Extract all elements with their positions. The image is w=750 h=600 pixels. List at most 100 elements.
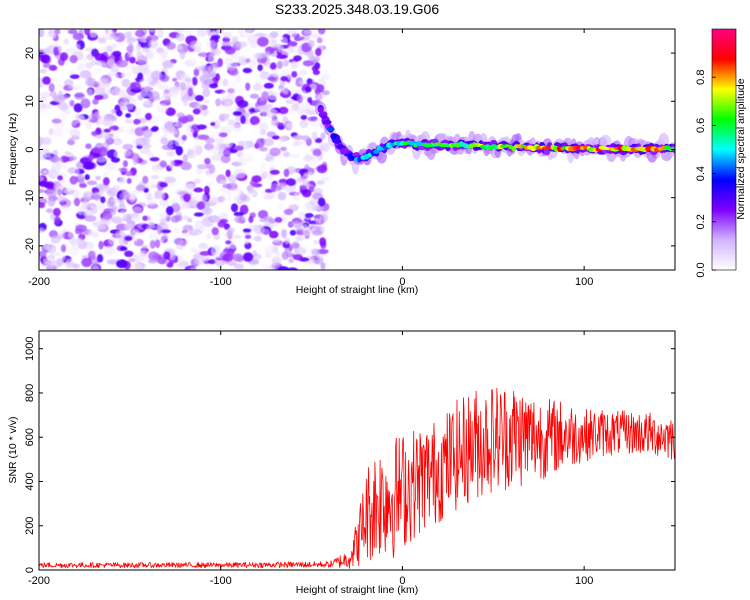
noise-cell: [54, 95, 66, 103]
noise-cell: [199, 251, 212, 256]
noise-cell: [267, 76, 277, 82]
noise-cell: [79, 183, 87, 189]
noise-cell: [94, 94, 104, 101]
noise-cell: [142, 47, 150, 53]
noise-cell: [77, 81, 87, 89]
noise-cell: [146, 180, 158, 186]
x-tick-label: -200: [28, 276, 50, 288]
noise-cell: [217, 148, 226, 156]
noise-cell: [222, 78, 229, 87]
noise-cell: [69, 175, 78, 185]
noise-cell: [64, 48, 76, 55]
noise-cell: [235, 114, 241, 122]
noise-cell: [159, 160, 167, 168]
noise-cell: [85, 77, 97, 87]
noise-cell: [52, 128, 65, 138]
noise-cell: [129, 56, 136, 64]
ridge-core-cell: [583, 145, 588, 150]
noise-cell: [80, 200, 91, 209]
noise-cell: [174, 214, 183, 222]
noise-cell: [216, 29, 224, 35]
noise-cell: [222, 183, 232, 189]
noise-cell: [271, 68, 278, 78]
noise-cell: [271, 256, 282, 266]
noise-cell: [86, 122, 92, 130]
y-tick-label: -10: [24, 190, 36, 206]
noise-cell: [307, 160, 314, 168]
noise-cell: [185, 29, 193, 35]
noise-cell: [278, 135, 288, 142]
noise-cell: [131, 81, 141, 91]
noise-cell: [218, 132, 228, 138]
noise-cell: [317, 197, 326, 207]
noise-cell: [257, 105, 270, 114]
noise-cell: [277, 191, 287, 201]
noise-cell: [279, 37, 288, 44]
noise-cell: [149, 157, 160, 162]
noise-cell: [110, 207, 117, 216]
noise-cell: [311, 131, 318, 141]
noise-cell: [312, 155, 321, 163]
noise-cell: [146, 192, 153, 201]
noise-cell: [87, 88, 93, 97]
noise-cell: [192, 108, 201, 115]
noise-cell: [144, 112, 153, 121]
noise-cell: [266, 108, 278, 119]
noise-cell: [193, 212, 204, 217]
noise-cell: [60, 244, 67, 253]
noise-cell: [313, 239, 320, 245]
noise-cell: [190, 247, 197, 254]
spectrogram-y-label: Frequency (Hz): [7, 113, 19, 185]
noise-cell: [201, 194, 207, 203]
noise-cell: [89, 31, 98, 38]
noise-cell: [193, 187, 204, 193]
noise-cell: [289, 153, 301, 159]
noise-cell: [110, 156, 120, 163]
noise-cell: [207, 259, 217, 265]
noise-cell: [209, 83, 218, 89]
noise-cell: [112, 184, 120, 192]
noise-cell: [175, 122, 184, 128]
noise-cell: [286, 122, 293, 129]
noise-cell: [316, 37, 323, 44]
noise-cell: [81, 257, 92, 268]
noise-cell: [301, 188, 312, 198]
noise-cell: [292, 135, 305, 140]
noise-cell: [259, 71, 270, 80]
noise-cell: [236, 100, 249, 109]
noise-cell: [142, 128, 153, 138]
noise-cell: [176, 45, 183, 51]
noise-cell: [240, 115, 246, 125]
noise-cell: [201, 84, 209, 89]
noise-cell: [210, 34, 221, 40]
noise-cell: [270, 39, 278, 49]
noise-cell: [316, 164, 328, 174]
noise-cell: [48, 83, 55, 93]
noise-cell: [196, 124, 207, 130]
noise-cell: [178, 240, 188, 246]
noise-cell: [246, 29, 253, 33]
noise-cell: [304, 86, 312, 93]
noise-cell: [50, 235, 61, 244]
noise-cell: [278, 106, 289, 115]
noise-cell: [43, 260, 52, 266]
noise-cell: [223, 101, 233, 112]
noise-cell: [84, 29, 91, 36]
noise-cell: [229, 69, 239, 76]
noise-cell: [181, 203, 191, 209]
snr-y-label: SNR (10 * v/v): [7, 416, 19, 483]
noise-cell: [119, 246, 128, 251]
noise-cell: [166, 261, 174, 268]
noise-cell: [207, 181, 214, 187]
x-tick-label: -100: [210, 575, 232, 587]
noise-cell: [48, 155, 61, 163]
noise-cell: [276, 185, 282, 191]
noise-cell: [119, 191, 131, 200]
noise-cell: [140, 147, 151, 155]
noise-cell: [127, 208, 133, 215]
noise-cell: [210, 121, 216, 127]
noise-cell: [281, 251, 289, 260]
noise-cell: [72, 33, 85, 41]
noise-cell: [183, 193, 192, 203]
noise-cell: [92, 265, 99, 270]
